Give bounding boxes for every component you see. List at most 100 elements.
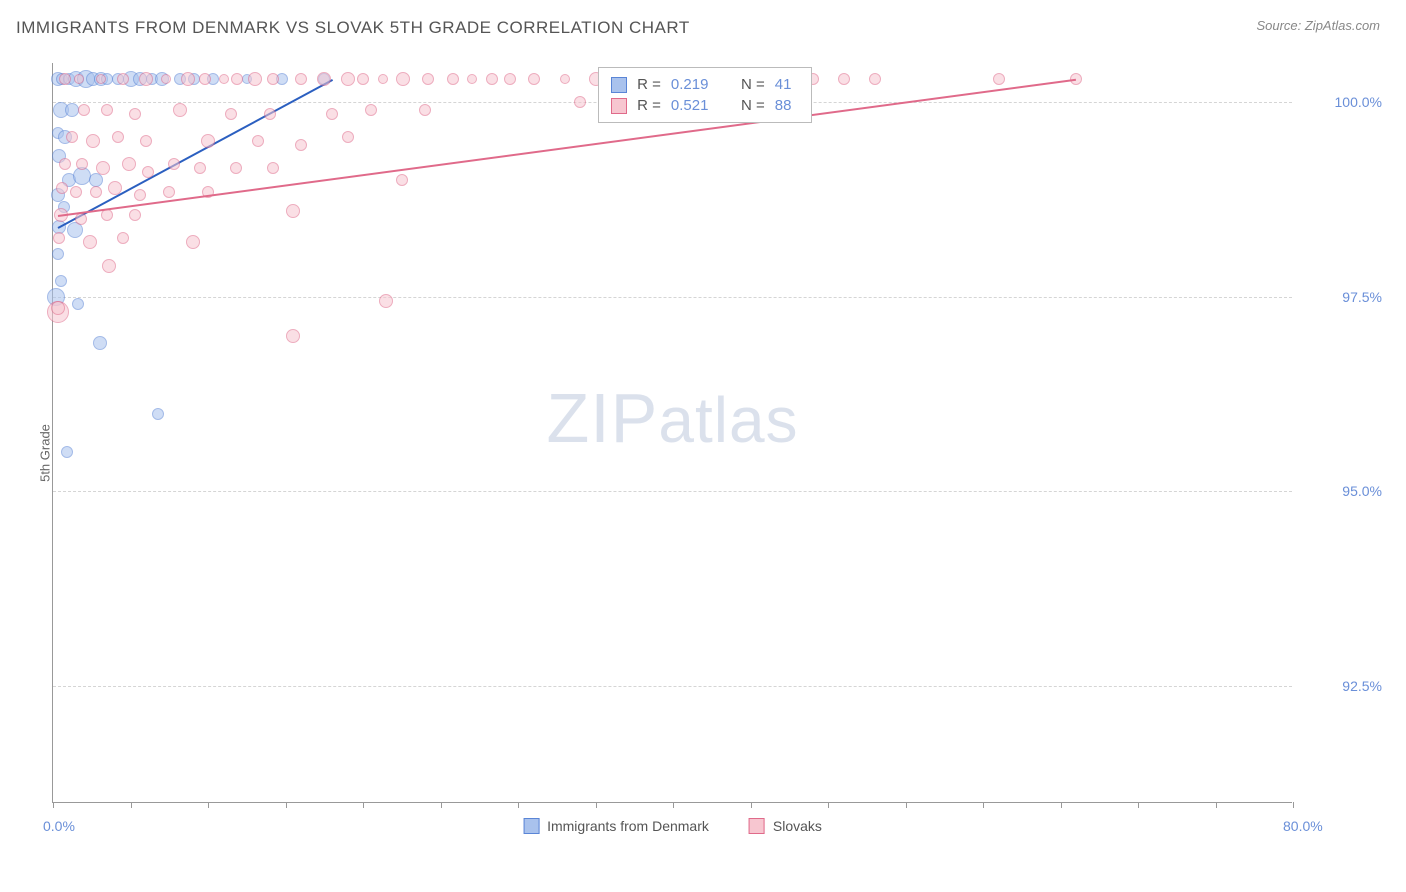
data-point bbox=[264, 108, 276, 120]
data-point bbox=[51, 301, 65, 315]
legend-item: Slovaks bbox=[749, 818, 822, 834]
legend-label: Slovaks bbox=[773, 818, 822, 834]
data-point bbox=[225, 108, 237, 120]
data-point bbox=[201, 134, 215, 148]
data-point bbox=[295, 73, 307, 85]
x-tick bbox=[363, 802, 364, 808]
x-tick bbox=[208, 802, 209, 808]
data-point bbox=[112, 131, 124, 143]
data-point bbox=[117, 232, 129, 244]
source-label: Source: ZipAtlas.com bbox=[1256, 18, 1380, 33]
y-tick-label: 95.0% bbox=[1302, 483, 1382, 499]
gridline-h bbox=[53, 297, 1292, 298]
data-point bbox=[422, 73, 434, 85]
data-point bbox=[379, 294, 393, 308]
data-point bbox=[504, 73, 516, 85]
data-point bbox=[139, 72, 153, 86]
data-point bbox=[560, 74, 570, 84]
stats-row: R = 0.521 N = 88 bbox=[611, 95, 799, 116]
data-point bbox=[528, 73, 540, 85]
trend-line bbox=[58, 79, 1077, 217]
gridline-h bbox=[53, 686, 1292, 687]
x-tick bbox=[751, 802, 752, 808]
data-point bbox=[838, 73, 850, 85]
legend-label: Immigrants from Denmark bbox=[547, 818, 709, 834]
data-point bbox=[419, 104, 431, 116]
data-point bbox=[869, 73, 881, 85]
data-point bbox=[96, 74, 106, 84]
data-point bbox=[317, 72, 331, 86]
swatch-icon bbox=[611, 98, 627, 114]
data-point bbox=[55, 275, 67, 287]
data-point bbox=[90, 186, 102, 198]
data-point bbox=[83, 235, 97, 249]
data-point bbox=[59, 158, 71, 170]
stat-r-value: 0.219 bbox=[671, 76, 709, 93]
page-title: IMMIGRANTS FROM DENMARK VS SLOVAK 5TH GR… bbox=[16, 18, 690, 38]
x-tick bbox=[1293, 802, 1294, 808]
data-point bbox=[56, 182, 68, 194]
data-point bbox=[267, 73, 279, 85]
data-point bbox=[52, 248, 64, 260]
data-point bbox=[108, 181, 122, 195]
stats-box: R = 0.219 N = 41R = 0.521 N = 88 bbox=[598, 67, 812, 123]
data-point bbox=[66, 131, 78, 143]
data-point bbox=[78, 104, 90, 116]
data-point bbox=[129, 108, 141, 120]
x-tick bbox=[673, 802, 674, 808]
data-point bbox=[342, 131, 354, 143]
data-point bbox=[231, 73, 243, 85]
stat-n-value: 41 bbox=[775, 76, 799, 93]
data-point bbox=[230, 162, 242, 174]
legend: Immigrants from Denmark Slovaks bbox=[523, 818, 822, 834]
data-point bbox=[161, 74, 171, 84]
x-tick bbox=[906, 802, 907, 808]
data-point bbox=[117, 73, 129, 85]
data-point bbox=[286, 204, 300, 218]
y-tick-label: 100.0% bbox=[1302, 94, 1382, 110]
stat-n-value: 88 bbox=[775, 97, 799, 114]
x-tick bbox=[286, 802, 287, 808]
data-point bbox=[163, 186, 175, 198]
data-point bbox=[365, 104, 377, 116]
swatch-icon bbox=[611, 77, 627, 93]
x-tick bbox=[983, 802, 984, 808]
x-tick bbox=[441, 802, 442, 808]
swatch-icon bbox=[523, 818, 539, 834]
x-tick bbox=[1138, 802, 1139, 808]
data-point bbox=[65, 103, 79, 117]
data-point bbox=[70, 186, 82, 198]
data-point bbox=[326, 108, 338, 120]
swatch-icon bbox=[749, 818, 765, 834]
data-point bbox=[140, 135, 152, 147]
data-point bbox=[186, 235, 200, 249]
legend-item: Immigrants from Denmark bbox=[523, 818, 709, 834]
data-point bbox=[61, 446, 73, 458]
data-point bbox=[341, 72, 355, 86]
stat-n-label: N = bbox=[741, 76, 765, 93]
y-tick-label: 97.5% bbox=[1302, 289, 1382, 305]
x-tick bbox=[518, 802, 519, 808]
stats-row: R = 0.219 N = 41 bbox=[611, 74, 799, 95]
data-point bbox=[396, 72, 410, 86]
x-tick bbox=[596, 802, 597, 808]
correlation-chart: 5th Grade ZIPatlas 92.5%95.0%97.5%100.0%… bbox=[16, 55, 1390, 850]
stat-r-value: 0.521 bbox=[671, 97, 709, 114]
data-point bbox=[53, 232, 65, 244]
watermark: ZIPatlas bbox=[546, 378, 798, 458]
data-point bbox=[74, 74, 84, 84]
data-point bbox=[102, 259, 116, 273]
stat-r-label: R = bbox=[637, 97, 661, 114]
x-tick bbox=[828, 802, 829, 808]
x-tick bbox=[1061, 802, 1062, 808]
data-point bbox=[142, 166, 154, 178]
data-point bbox=[486, 73, 498, 85]
data-point bbox=[194, 162, 206, 174]
data-point bbox=[447, 73, 459, 85]
y-axis-label: 5th Grade bbox=[37, 424, 52, 482]
data-point bbox=[993, 73, 1005, 85]
data-point bbox=[286, 329, 300, 343]
data-point bbox=[378, 74, 388, 84]
data-point bbox=[467, 74, 477, 84]
data-point bbox=[357, 73, 369, 85]
